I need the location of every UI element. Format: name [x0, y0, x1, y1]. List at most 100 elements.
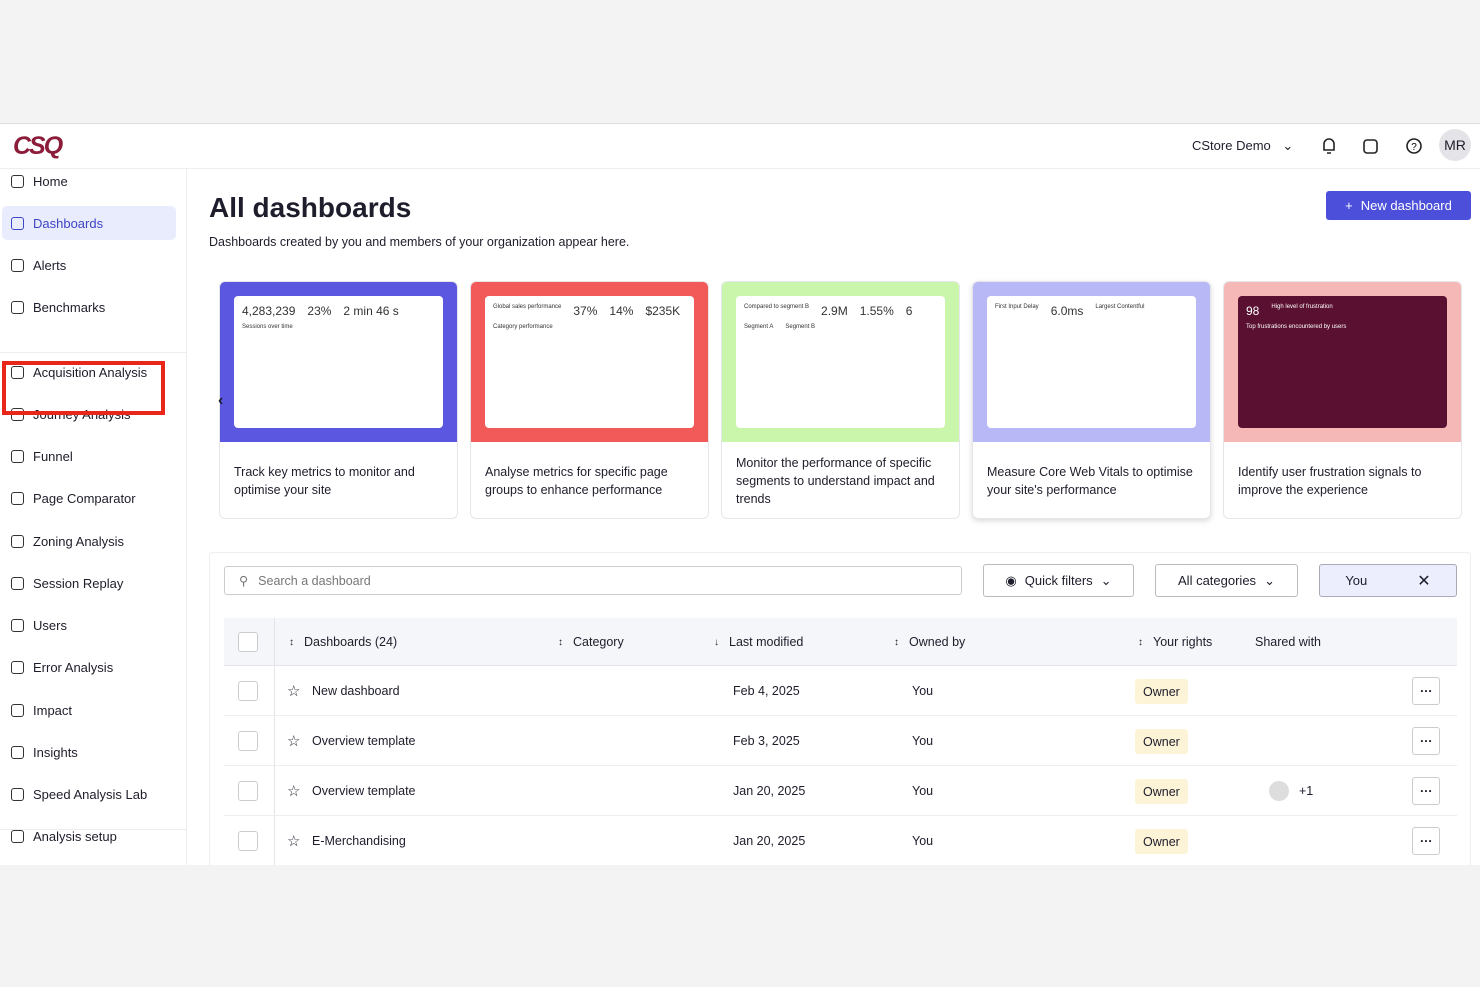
quick-filters-button[interactable]: ◉ Quick filters ⌄	[983, 564, 1134, 597]
table-row[interactable]: ☆ E-Merchandising Jan 20, 2025 You Owner…	[224, 816, 1457, 865]
favorite-star[interactable]: ☆	[287, 783, 301, 800]
preview-panel: 98 High level of frustration Top frustrati…	[1238, 296, 1447, 428]
row-menu[interactable]: …	[1412, 727, 1440, 755]
carousel-prev[interactable]: ‹	[218, 392, 224, 409]
categories-button[interactable]: All categories ⌄	[1155, 564, 1298, 597]
rights-badge: Owner	[1135, 829, 1188, 854]
preview-text: 37%	[573, 304, 598, 318]
card-preview: 98 High level of frustration Top frustrati…	[1224, 282, 1461, 442]
nav-label: Funnel	[33, 448, 73, 464]
nav-label: Dashboards	[33, 215, 104, 231]
column-header[interactable]: ↕ Your rights	[1138, 618, 1212, 666]
dashboard-name: Overview template	[312, 784, 416, 798]
favorite-star[interactable]: ☆	[287, 683, 301, 700]
search-box[interactable]: ⚲ Search a dashboard	[224, 566, 962, 595]
column-label: Last modified	[729, 635, 804, 649]
column-header[interactable]: ↕ Owned by	[894, 618, 965, 666]
dashboard-template-card[interactable]: First Input Delay 6.0ms Largest Contentful…	[972, 281, 1211, 519]
rights-badge: Owner	[1135, 729, 1188, 754]
extension-icon[interactable]	[1363, 139, 1378, 154]
preview-text: Compared to segment B	[744, 304, 810, 310]
table-row[interactable]: ☆ Overview template Jan 20, 2025 You Owner +1…	[224, 766, 1457, 816]
nav-item[interactable]: Analysis setup	[2, 819, 176, 853]
header: CSQ CStore Demo ⌄ ? MR	[0, 124, 1480, 169]
nav-label: Page Comparator	[33, 490, 136, 506]
nav-icon	[11, 745, 24, 759]
nav-item[interactable]: Impact	[2, 693, 176, 727]
preview-panel: 4,283,239 23% 2 min 46 s Sessions over time	[234, 296, 443, 428]
row-checkbox[interactable]	[238, 681, 258, 701]
shared-with: +1	[1299, 784, 1314, 798]
row-checkbox[interactable]	[238, 831, 258, 851]
sort-icon: ↕	[558, 636, 563, 648]
column-header[interactable]: ↓ Last modified	[714, 618, 803, 666]
nav-item[interactable]: Acquisition Analysis	[2, 355, 176, 389]
column-label: Your rights	[1153, 635, 1213, 649]
divider	[0, 352, 187, 353]
logo[interactable]: CSQ	[13, 132, 63, 160]
row-menu[interactable]: …	[1412, 777, 1440, 805]
preview-panel: First Input Delay 6.0ms Largest Contentful	[987, 296, 1196, 428]
card-preview: First Input Delay 6.0ms Largest Contentful	[973, 282, 1210, 442]
nav-label: Benchmarks	[33, 299, 106, 315]
table-row[interactable]: ☆ Overview template Feb 3, 2025 You Owner…	[224, 716, 1457, 766]
nav-item[interactable]: Benchmarks	[2, 290, 176, 324]
nav-item[interactable]: Users	[2, 608, 176, 642]
last-modified: Jan 20, 2025	[733, 834, 806, 848]
button-label: New dashboard	[1360, 198, 1452, 213]
nav-label: Users	[33, 617, 67, 633]
dashboard-template-card[interactable]: Global sales performance 37% 14% $235K Categ…	[470, 281, 709, 519]
nav-item[interactable]: Zoning Analysis	[2, 524, 176, 558]
nav-label: Home	[33, 173, 68, 189]
favorite-star[interactable]: ☆	[287, 733, 301, 750]
bell-icon[interactable]	[1323, 138, 1335, 154]
nav-icon	[11, 576, 24, 590]
nav-item[interactable]: Alerts	[2, 248, 176, 282]
help-icon[interactable]	[1406, 138, 1422, 154]
row-menu[interactable]: …	[1412, 827, 1440, 855]
preview-text: 98	[1246, 304, 1260, 318]
nav-label: Zoning Analysis	[33, 533, 125, 549]
nav-item[interactable]: Session Replay	[2, 566, 176, 600]
favorite-star[interactable]: ☆	[287, 833, 301, 850]
preview-text: First Input Delay	[995, 304, 1039, 310]
column-header[interactable]: ↕ Category	[558, 618, 624, 666]
nav-item[interactable]: Insights	[2, 735, 176, 769]
rights-label: Owner	[1143, 684, 1180, 699]
nav-icon	[11, 660, 24, 674]
sort-icon: ↓	[714, 636, 719, 648]
nav-icon	[11, 829, 24, 843]
nav-item[interactable]: Error Analysis	[2, 650, 176, 684]
dashboard-name: E-Merchandising	[312, 834, 406, 848]
avatar[interactable]: MR	[1439, 129, 1471, 161]
header-icons: ?	[1323, 138, 1422, 154]
dashboard-template-card[interactable]: 4,283,239 23% 2 min 46 s Sessions over time…	[219, 281, 458, 519]
card-description: Measure Core Web Vitals to optimise your…	[987, 465, 1193, 497]
preview-text: Sessions over time	[242, 324, 293, 330]
new-dashboard-button[interactable]: + New dashboard	[1326, 191, 1471, 220]
row-menu[interactable]: …	[1412, 677, 1440, 705]
dashboard-template-card[interactable]: Compared to segment B 2.9M 1.55% 6 Segment A…	[721, 281, 960, 519]
dashboard-template-card[interactable]: 98 High level of frustration Top frustrati…	[1223, 281, 1462, 519]
card-description: Identify user frustration signals to imp…	[1238, 465, 1422, 497]
owner-filter[interactable]: You ✕	[1319, 564, 1457, 597]
workspace-selector[interactable]: CStore Demo ⌄	[1192, 138, 1294, 153]
column-label: Category	[573, 635, 624, 649]
table: ↕ Dashboards (24) ↕ Category ↓ Last modified ↕…	[224, 618, 1457, 865]
nav-item[interactable]: Dashboards	[2, 206, 176, 240]
nav-item[interactable]: Speed Analysis Lab	[2, 777, 176, 811]
preview-text: 23%	[307, 304, 332, 318]
table-row[interactable]: ☆ New dashboard Feb 4, 2025 You Owner…	[224, 666, 1457, 716]
row-checkbox[interactable]	[238, 731, 258, 751]
preview-text: Segment B	[785, 324, 816, 330]
preview-text: $235K	[645, 304, 681, 318]
select-all-checkbox[interactable]	[238, 632, 258, 652]
nav-item[interactable]: Page Comparator	[2, 481, 176, 515]
column-header[interactable]: ↕ Dashboards (24)	[289, 618, 397, 666]
nav-label: Impact	[33, 702, 73, 718]
nav-icon	[11, 703, 24, 717]
nav-item[interactable]: Home	[2, 164, 176, 198]
nav-item[interactable]: Funnel	[2, 439, 176, 473]
preview-text: 2 min 46 s	[343, 304, 399, 318]
row-checkbox[interactable]	[238, 781, 258, 801]
